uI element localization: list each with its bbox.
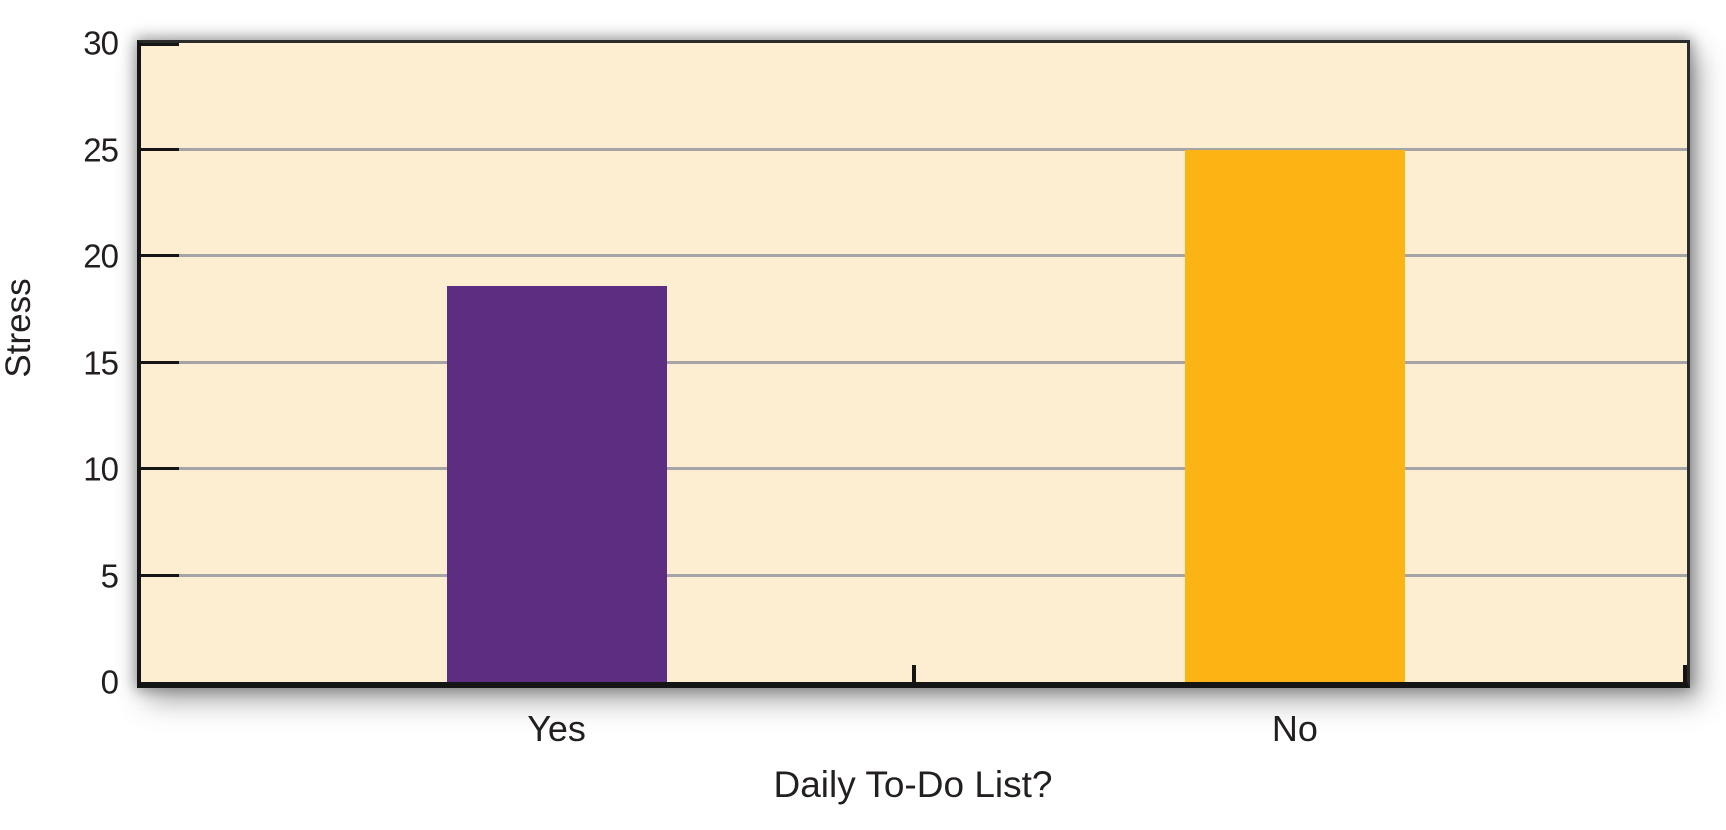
y-tick-label-20: 20 (83, 237, 119, 275)
y-tick-label-10: 10 (83, 450, 119, 488)
x-tick-label-yes: Yes (527, 708, 586, 749)
y-tick-label-25: 25 (83, 131, 119, 168)
plot-inner (141, 43, 1687, 682)
bar-no (1184, 149, 1405, 682)
x-tick-label-no: No (1271, 708, 1318, 749)
x-tick-mark-1 (1683, 665, 1687, 682)
gridline-y-10 (141, 467, 1687, 470)
bar-yes (446, 285, 667, 682)
gridline-y-5 (141, 573, 1687, 577)
x-tick-mark-0 (912, 665, 916, 682)
x-axis-title: Daily To-Do List? (773, 764, 1053, 805)
gridline-y-20 (141, 254, 1687, 257)
gridline-y-15 (141, 360, 1687, 364)
y-tick-label-0: 0 (100, 663, 119, 701)
y-tick-mark-25 (141, 147, 179, 151)
y-tick-mark-20 (141, 254, 179, 257)
y-tick-mark-5 (141, 573, 179, 577)
y-tick-label-30: 30 (83, 24, 119, 62)
y-tick-mark-10 (141, 467, 179, 470)
y-tick-mark-30 (141, 43, 179, 46)
y-tick-mark-15 (141, 360, 179, 364)
y-tick-label-5: 5 (100, 557, 119, 594)
plot-area (137, 40, 1690, 688)
y-tick-label-15: 15 (83, 344, 119, 381)
gridline-y-25 (141, 147, 1687, 151)
